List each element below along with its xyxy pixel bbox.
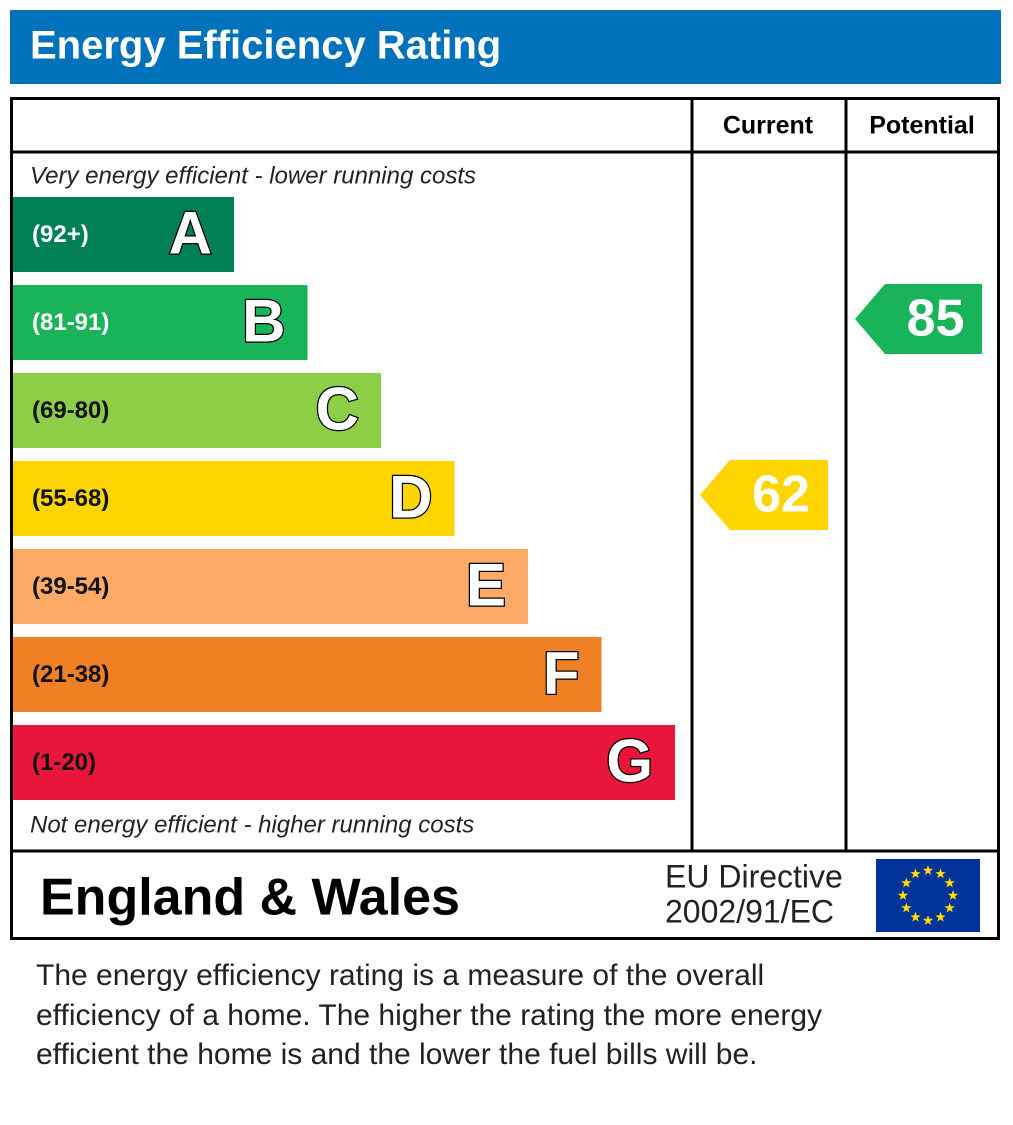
description-line: The energy efficiency rating is a measur… bbox=[36, 959, 764, 992]
flag-stars bbox=[897, 865, 959, 925]
band-range: (1-20) bbox=[32, 749, 96, 776]
flag-star bbox=[901, 902, 912, 913]
band bbox=[13, 197, 234, 272]
title: Energy Efficiency Rating bbox=[30, 24, 501, 68]
flag-star bbox=[935, 868, 946, 879]
band-letter: F bbox=[543, 639, 580, 706]
directive: 2002/91/EC bbox=[665, 893, 834, 929]
band-letter: A bbox=[169, 199, 212, 266]
region: England & Wales bbox=[40, 869, 460, 927]
band bbox=[13, 461, 455, 536]
flag-star bbox=[944, 902, 955, 913]
flag-star bbox=[935, 911, 946, 922]
title-bar bbox=[10, 10, 1001, 84]
description-line: efficiency of a home. The higher the rat… bbox=[36, 999, 822, 1032]
flag-star bbox=[910, 911, 921, 922]
flag-star bbox=[947, 890, 959, 900]
flag-star bbox=[944, 877, 955, 888]
band-range: (21-38) bbox=[32, 661, 109, 688]
band-range: (81-91) bbox=[32, 309, 109, 336]
band-letter: B bbox=[242, 287, 285, 354]
band-letter: G bbox=[606, 727, 653, 794]
band-letter: E bbox=[466, 551, 506, 618]
band bbox=[13, 285, 308, 360]
flag-star bbox=[922, 865, 934, 875]
band bbox=[13, 725, 675, 800]
band-range: (69-80) bbox=[32, 397, 109, 424]
current-header: Current bbox=[723, 112, 814, 140]
top-note: Very energy efficient - lower running co… bbox=[30, 162, 476, 189]
potential-header: Potential bbox=[869, 112, 975, 140]
band-letter: C bbox=[316, 375, 359, 442]
frame bbox=[10, 97, 1000, 940]
band bbox=[13, 373, 381, 448]
rating-arrow bbox=[855, 284, 982, 354]
eu-flag bbox=[876, 859, 980, 932]
band-letter: D bbox=[389, 463, 432, 530]
description-line: efficient the home is and the lower the … bbox=[36, 1038, 758, 1071]
bottom-note: Not energy efficient - higher running co… bbox=[30, 811, 474, 838]
band bbox=[13, 549, 528, 624]
rating-value: 85 bbox=[907, 290, 965, 348]
band-range: (55-68) bbox=[32, 485, 109, 512]
directive: EU Directive bbox=[665, 858, 843, 894]
band-range: (39-54) bbox=[32, 573, 109, 600]
rating-arrow bbox=[700, 460, 828, 530]
flag-star bbox=[901, 877, 912, 888]
band-range: (92+) bbox=[32, 221, 89, 248]
flag-star bbox=[910, 868, 921, 879]
rating-value: 62 bbox=[752, 466, 810, 524]
flag-star bbox=[922, 915, 934, 925]
flag-star bbox=[897, 890, 909, 900]
band bbox=[13, 637, 602, 712]
